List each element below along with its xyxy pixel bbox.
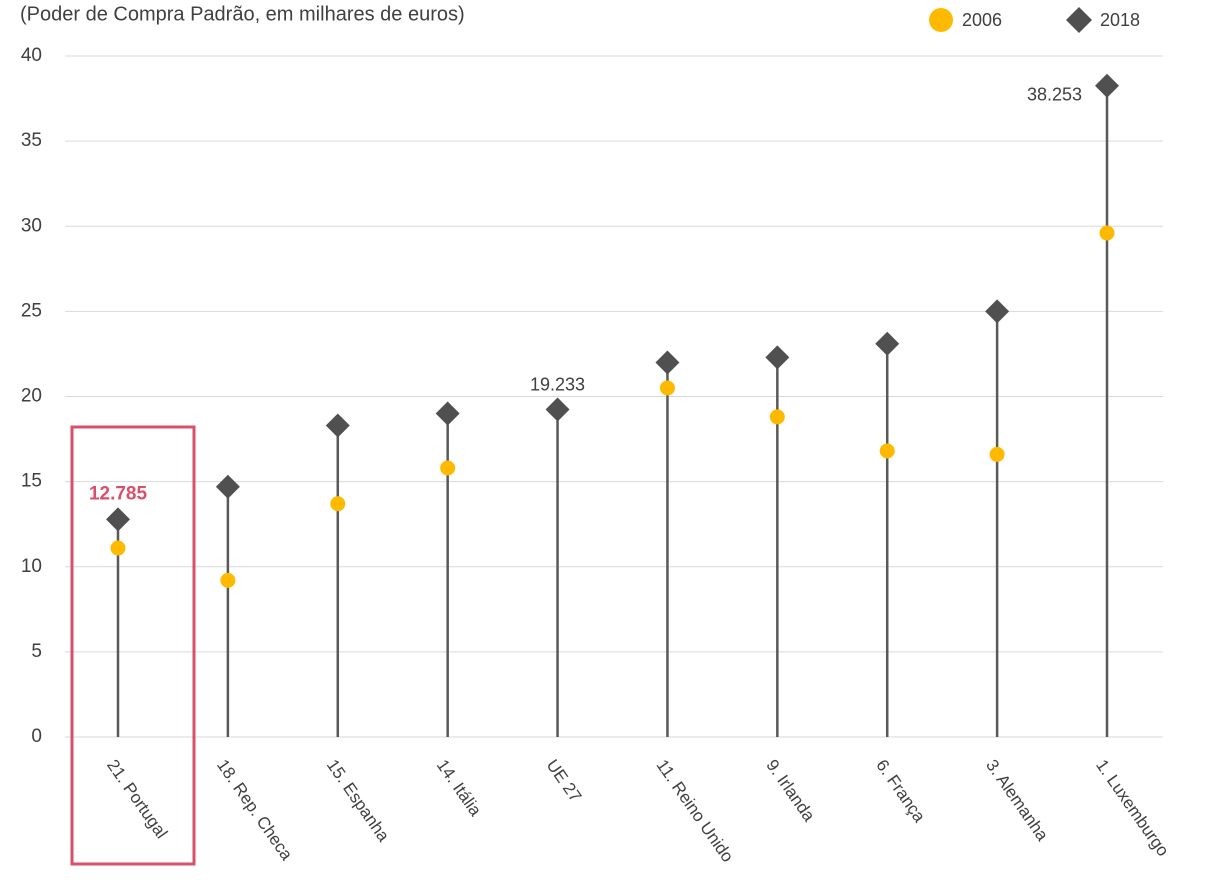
legend-label: 2018 [1100,10,1140,30]
legend-marker [929,8,953,32]
data-label: 19.233 [530,374,585,394]
diamond-2018 [985,299,1010,324]
y-tick-label: 40 [21,45,42,66]
y-tick-label: 0 [31,726,42,747]
diamond-2018 [215,474,240,499]
legend-label: 2006 [962,10,1002,30]
dot-2006 [330,496,346,512]
x-tick-label: 11. Reino Unido [652,756,737,866]
diamond-2018 [765,345,790,370]
x-tick-label: 21. Portugal [103,756,171,842]
x-tick-label: 9. Irlanda [762,756,819,825]
diamond-2018 [655,350,680,375]
y-tick-label: 10 [21,556,42,577]
y-tick-label: 30 [21,215,42,236]
x-tick-label: UE 27 [543,756,586,806]
x-tick-label: 18. Rep. Checa [213,756,297,864]
diamond-2018 [545,397,570,422]
diamond-2018 [435,401,460,426]
y-tick-label: 25 [21,300,42,321]
data-label: 38.253 [1027,84,1082,104]
dot-2006 [989,446,1005,462]
legend-marker [1066,7,1092,33]
data-label: 12.785 [89,483,148,504]
y-tick-label: 15 [21,471,42,492]
y-tick-label: 5 [31,641,42,662]
highlight-box [70,425,196,866]
dot-2006 [220,572,236,588]
dot-2006 [1099,225,1115,241]
x-tick-label: 14. Itália [433,756,486,820]
dot-2006 [769,409,785,425]
dot-2006 [440,460,456,476]
dot-2006 [659,380,675,396]
diamond-2018 [325,413,350,438]
diamond-2018 [106,507,130,532]
x-tick-label: 3. Alemanha [982,756,1052,845]
x-tick-label: 6. França [872,756,929,826]
x-tick-label: 15. Espanha [323,756,394,846]
dot-2006 [879,443,895,459]
diamond-2018 [875,331,900,356]
dot-2006 [110,540,126,556]
chart-subtitle: (Poder de Compra Padrão, em milhares de … [20,3,465,25]
diamond-2018 [1095,73,1119,98]
x-tick-label: 1. Luxemburgo [1092,756,1173,860]
y-tick-label: 35 [21,130,42,151]
y-tick-label: 20 [21,386,42,407]
